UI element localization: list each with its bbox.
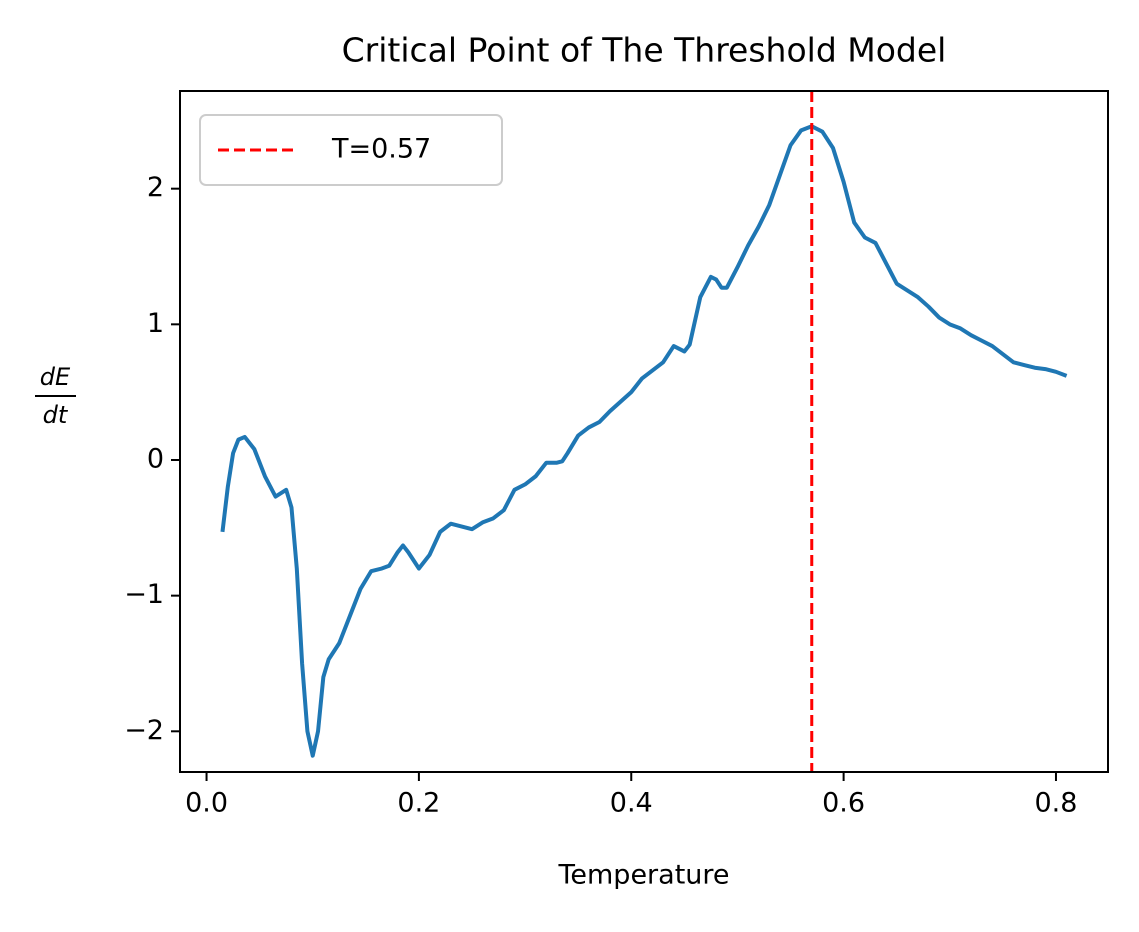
y-tick-label: 1 [147, 308, 164, 339]
y-tick-label: −2 [124, 715, 164, 746]
legend-box [199, 114, 503, 186]
x-axis-label: Temperature [557, 860, 729, 891]
y-tick-label: −1 [124, 579, 164, 610]
chart-title: Critical Point of The Threshold Model [342, 31, 947, 70]
x-tick-label: 0.6 [822, 788, 865, 819]
y-axis-label: dE [40, 363, 71, 391]
x-tick-label: 0.0 [185, 788, 228, 819]
y-tick-label: 2 [147, 172, 164, 203]
legend-label: T=0.57 [331, 134, 431, 165]
x-tick-label: 0.8 [1034, 788, 1077, 819]
line [220, 124, 1068, 758]
y-axis-label: dt [43, 401, 69, 429]
x-tick-label: 0.4 [610, 788, 653, 819]
x-tick-label: 0.2 [397, 788, 440, 819]
plot-frame [179, 90, 1109, 773]
y-tick-label: 0 [147, 443, 164, 474]
